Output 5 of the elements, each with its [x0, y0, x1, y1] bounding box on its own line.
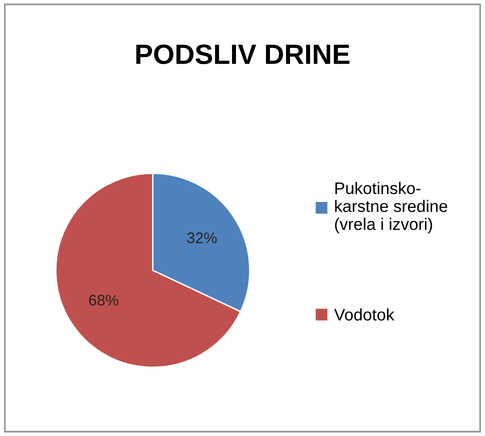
data-label: 68% [89, 294, 118, 306]
chart-title: PODSLIV DRINE [136, 44, 350, 64]
legend-label: Vodotok [334, 308, 394, 321]
legend-label: Pukotinsko- karstne sredine (vrela i izvori) [335, 182, 448, 234]
data-label: 32% [187, 232, 217, 244]
